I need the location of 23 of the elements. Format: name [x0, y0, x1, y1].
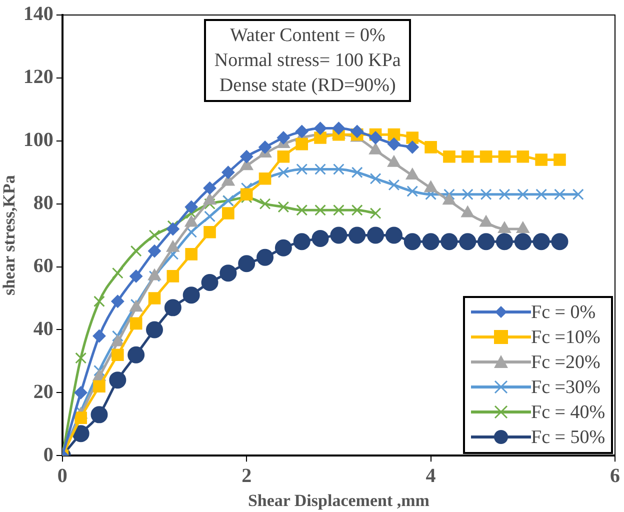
legend-label: Fc =20%: [531, 350, 600, 375]
y-axis-title: shear stress,KPa: [0, 174, 19, 296]
legend-label: Fc = 50%: [531, 426, 606, 450]
y-tick-label: 80: [33, 192, 54, 214]
legend-label: Fc =10%: [531, 326, 600, 350]
y-tick-label: 40: [33, 318, 54, 340]
x-tick-label: 2: [242, 464, 252, 487]
x-tick-label: 6: [610, 464, 620, 487]
y-tick-label: 100: [23, 129, 54, 152]
y-tick-label: 20: [33, 380, 54, 403]
annotation: Dense state (RD=90%): [218, 74, 397, 98]
x-axis-title: Shear Displacement ,mm: [248, 491, 430, 510]
x-tick-label: 4: [426, 464, 436, 487]
annotation: Water Content = 0%: [228, 24, 386, 48]
y-tick-label: 140: [23, 3, 54, 26]
legend-label: Fc =30%: [531, 376, 600, 400]
legend-label: Fc = 40%: [531, 400, 606, 425]
legend-label: Fc = 0%: [531, 300, 596, 325]
y-tick-label: 120: [23, 66, 54, 88]
y-tick-label: 60: [33, 254, 54, 277]
annotation: Normal stress= 100 KPa: [214, 49, 401, 73]
y-tick-label: 0: [43, 444, 54, 466]
x-tick-label: 0: [57, 464, 68, 487]
